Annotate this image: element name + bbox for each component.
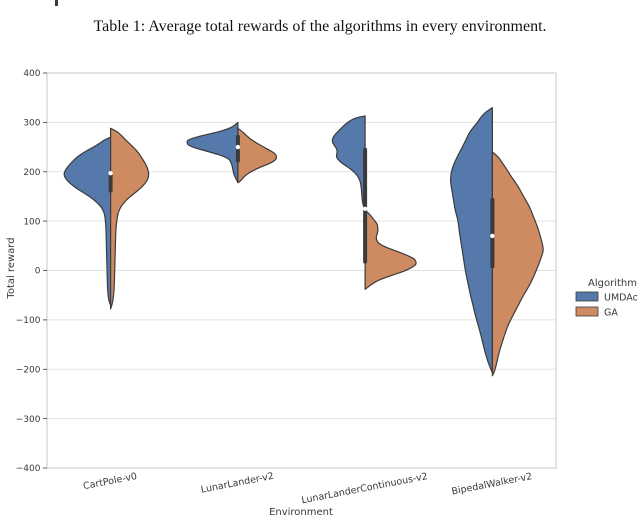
y-tick-label--200: −200	[16, 365, 41, 375]
legend: Algorithm UMDAc GA	[575, 278, 638, 319]
y-tick-label--400: −400	[16, 464, 41, 474]
median-dot-lunarlander-v2	[235, 144, 241, 150]
legend-swatch-umdac	[575, 291, 599, 302]
legend-title: Algorithm	[588, 278, 637, 289]
x-axis-tick-labels: CartPole-v0 LunarLander-v2 LunarLanderCont…	[82, 471, 533, 507]
legend-label-umdac: UMDAc	[604, 293, 638, 304]
y-tick-label-300: 300	[23, 119, 40, 129]
cropped-text-artifact	[55, 0, 58, 6]
inner-box-bipedalwalker-v2	[490, 197, 495, 269]
inner-boxplots	[108, 134, 495, 269]
y-tick-label-100: 100	[23, 217, 40, 227]
x-tick-label-lunarlandercontinuous-v2: LunarLanderContinuous-v2	[301, 471, 429, 506]
violin-ga-lunarlander-v2	[237, 127, 278, 184]
y-axis-title: Total reward	[6, 237, 17, 299]
y-tick-label-400: 400	[23, 69, 40, 79]
y-tick-label-0: 0	[35, 267, 41, 277]
violin-ga-cartpole-v0	[110, 127, 150, 310]
violin-umdac-lunarlandercontinuous-v2	[331, 115, 366, 210]
violin-ga-lunarlandercontinuous-v2	[364, 209, 417, 290]
median-dot-cartpole-v0	[108, 171, 113, 176]
x-axis-title: Environment	[269, 507, 333, 518]
violin-umdac-bipedalwalker-v2	[450, 107, 493, 374]
x-tick-label-lunarlander-v2: LunarLander-v2	[200, 471, 275, 496]
legend-swatch-ga	[575, 306, 599, 317]
x-tick-label-cartpole-v0: CartPole-v0	[82, 471, 138, 492]
y-axis-ticks: 400 300 200 100 0 −100 −200 −300 −400	[16, 69, 47, 474]
inner-box-lunarlandercontinuous-v2	[363, 147, 368, 264]
violins	[63, 107, 544, 377]
violin-ga-bipedalwalker-v2	[491, 151, 544, 377]
inner-box-cartpole-v0	[108, 170, 113, 193]
y-tick-label-200: 200	[23, 168, 40, 178]
y-tick-label--300: −300	[16, 415, 41, 425]
legend-label-ga: GA	[604, 308, 618, 319]
violin-umdac-lunarlander-v2	[186, 121, 239, 184]
x-tick-label-bipedalwalker-v2: BipedalWalker-v2	[451, 471, 534, 497]
median-dot-bipedalwalker-v2	[490, 233, 495, 239]
median-dot-lunarlandercontinuous-v2	[362, 206, 368, 211]
y-tick-label--100: −100	[16, 316, 41, 326]
figure-caption: Table 1: Average total rewards of the al…	[93, 18, 547, 35]
violin-umdac-cartpole-v0	[63, 136, 112, 306]
